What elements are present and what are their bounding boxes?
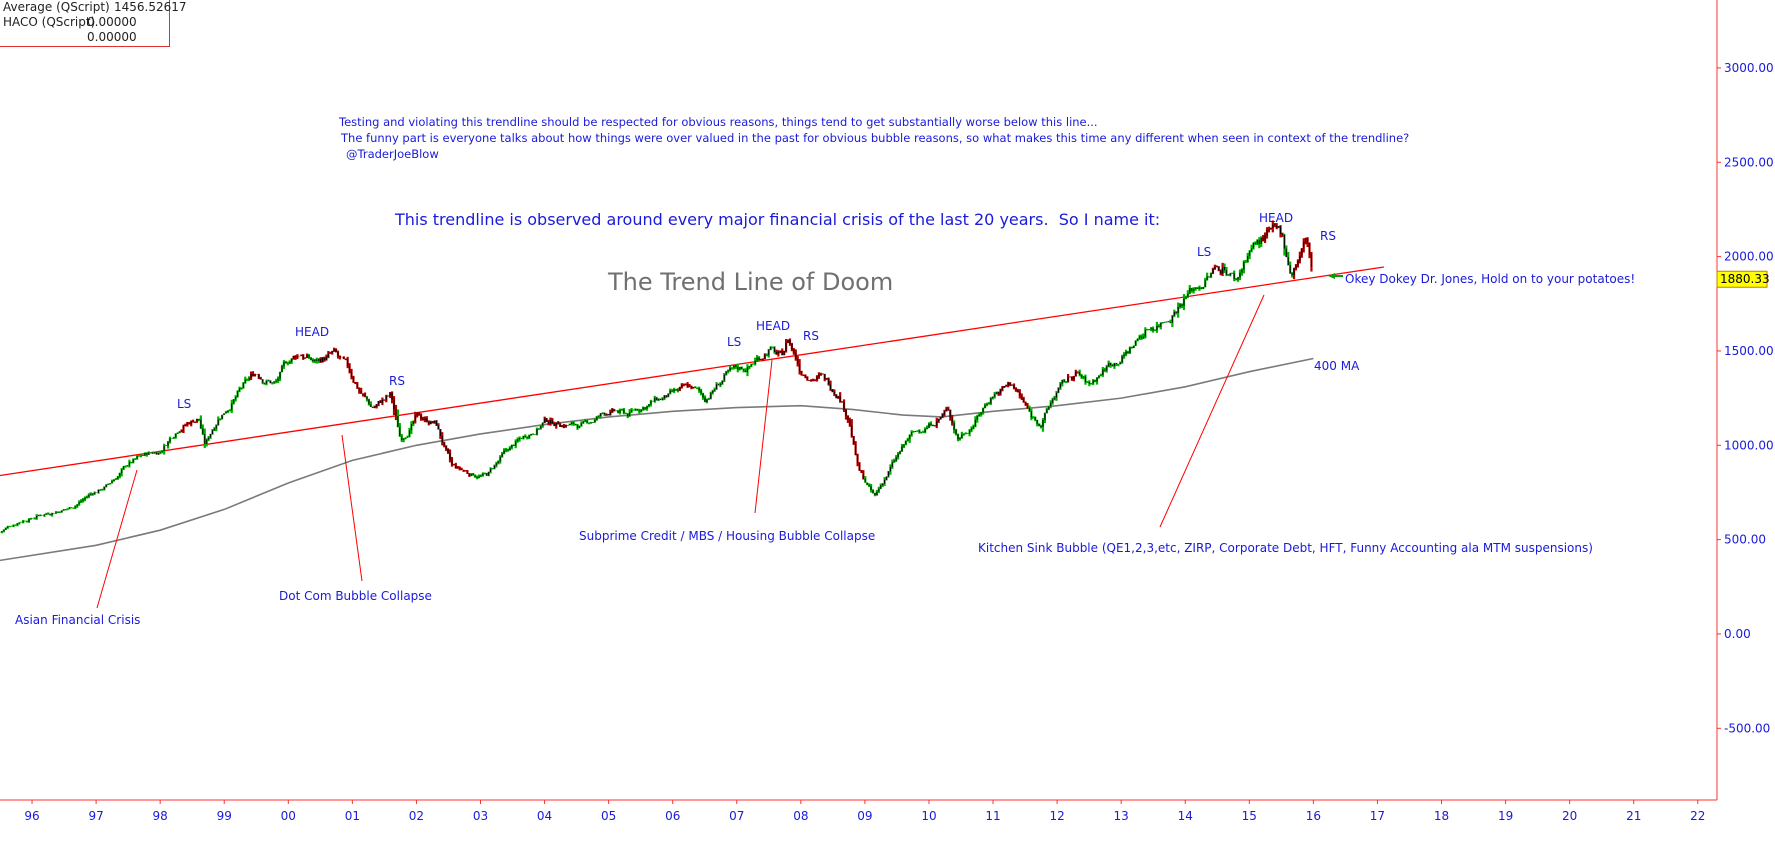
x-tick-label: 00 <box>281 809 296 823</box>
legend-item-haco: HACO (QScript) <box>3 15 96 29</box>
x-tick-label: 15 <box>1242 809 1257 823</box>
y-tick-label: -500.00 <box>1724 721 1770 735</box>
hs2-left-shoulder: LS <box>727 335 742 349</box>
ma-400-line <box>0 357 1314 562</box>
legend-value-average: 1456.52617 <box>114 0 187 14</box>
okey-dokey-note: Okey Dokey Dr. Jones, Hold on to your po… <box>1345 272 1636 286</box>
y-tick-label: 2500.00 <box>1724 155 1774 169</box>
note-line-1: Testing and violating this trendline sho… <box>339 115 1098 129</box>
asian-leader <box>96 469 138 609</box>
arrow-icon <box>1328 273 1343 279</box>
current-price-tag <box>1716 270 1768 288</box>
indicator-legend: Average (QScript) 1456.52617 HACO (QScri… <box>0 0 187 47</box>
y-tick-label: 1000.00 <box>1724 438 1774 452</box>
subprime-leader <box>754 359 773 514</box>
x-tick-label: 19 <box>1498 809 1513 823</box>
x-tick-label: 03 <box>473 809 488 823</box>
x-tick-label: 16 <box>1306 809 1321 823</box>
x-axis: 96 97 98 99 00 01 02 03 04 05 06 07 08 09 10 11 12 13 14 15… <box>0 799 1717 823</box>
y-axis: -500.00 0.00 500.00 1000.00 1500.00 2000.00 25… <box>1716 0 1774 800</box>
chart-title: The Trend Line of Doom <box>608 268 894 296</box>
kitchen-sink-leader <box>1159 294 1265 528</box>
x-tick-label: 11 <box>985 809 1000 823</box>
legend-item-average: Average (QScript) <box>3 0 110 14</box>
asian-crisis-label: Asian Financial Crisis <box>15 613 141 627</box>
subprime-label: Subprime Credit / MBS / Housing Bubble C… <box>579 529 876 543</box>
x-tick-label: 13 <box>1114 809 1129 823</box>
x-tick-label: 18 <box>1434 809 1449 823</box>
x-tick-label: 04 <box>537 809 552 823</box>
x-tick-label: 05 <box>601 809 616 823</box>
hs3-right-shoulder: RS <box>1320 229 1336 243</box>
x-tick-label: 20 <box>1562 809 1577 823</box>
hs1-left-shoulder: LS <box>177 397 192 411</box>
x-tick-label: 10 <box>921 809 936 823</box>
x-tick-label: 02 <box>409 809 424 823</box>
hs1-right-shoulder: RS <box>389 374 405 388</box>
plot-area <box>0 220 1384 562</box>
hs2-head: HEAD <box>756 319 791 333</box>
y-tick-label: 2000.00 <box>1724 250 1774 264</box>
y-tick-label: 1500.00 <box>1724 344 1774 358</box>
x-tick-label: 12 <box>1049 809 1064 823</box>
dotcom-leader <box>341 434 363 582</box>
ma-label: 400 MA <box>1314 359 1360 373</box>
x-tick-label: 99 <box>217 809 232 823</box>
trendline-intro: This trendline is observed around every … <box>395 210 1161 229</box>
callout-lines <box>96 273 1343 609</box>
x-tick-label: 96 <box>24 809 39 823</box>
y-tick-label: 500.00 <box>1724 533 1766 547</box>
current-price-label: 1880.33 <box>1720 272 1770 286</box>
legend-value-haco-2: 0.00000 <box>87 30 137 44</box>
x-tick-label: 14 <box>1178 809 1193 823</box>
x-tick-label: 21 <box>1626 809 1641 823</box>
note-author: @TraderJoeBlow <box>346 147 439 161</box>
x-tick-label: 09 <box>857 809 872 823</box>
hs1-head: HEAD <box>295 325 330 339</box>
price-bars <box>0 220 1313 534</box>
x-tick-label: 97 <box>88 809 103 823</box>
dotcom-label: Dot Com Bubble Collapse <box>279 589 432 603</box>
hs3-head: HEAD <box>1259 211 1294 225</box>
x-tick-label: 08 <box>793 809 808 823</box>
kitchen-sink-label: Kitchen Sink Bubble (QE1,2,3,etc, ZIRP, … <box>978 541 1593 555</box>
hs3-left-shoulder: LS <box>1197 245 1212 259</box>
x-tick-label: 07 <box>729 809 744 823</box>
x-tick-label: 17 <box>1370 809 1385 823</box>
note-line-2: The funny part is everyone talks about h… <box>341 131 1410 145</box>
trendline-of-doom <box>0 266 1384 477</box>
x-tick-label: 06 <box>665 809 680 823</box>
x-tick-label: 01 <box>345 809 360 823</box>
x-tick-label: 22 <box>1690 809 1705 823</box>
y-tick-label: 0.00 <box>1724 627 1751 641</box>
hs2-right-shoulder: RS <box>803 329 819 343</box>
x-tick-label: 98 <box>153 809 168 823</box>
y-tick-label: 3000.00 <box>1724 61 1774 75</box>
legend-value-haco: 0.00000 <box>87 15 137 29</box>
